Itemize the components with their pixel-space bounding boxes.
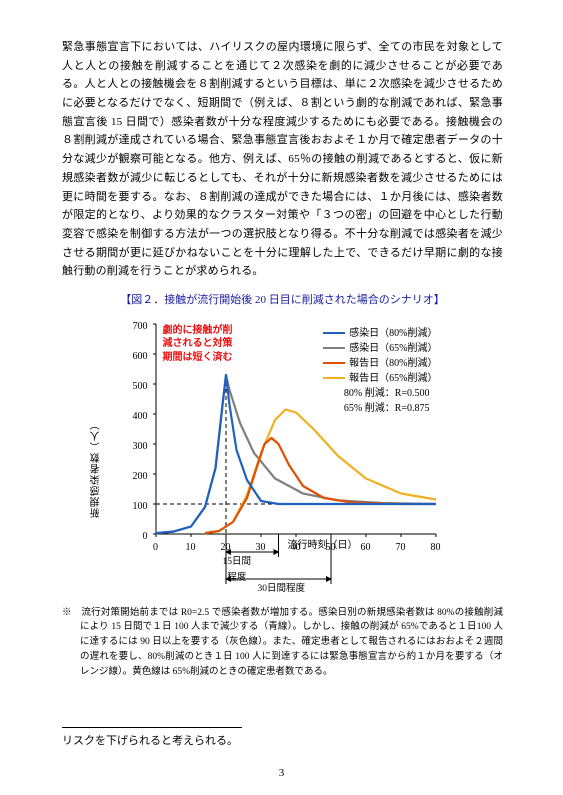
legend-item: 感染日（65%削減） xyxy=(323,341,437,356)
annotation-15days: 15日間程度 xyxy=(223,554,252,586)
x-tick: 30 xyxy=(251,539,271,556)
legend: 感染日（80%削減）感染日（65%削減）報告日（80%削減）報告日（65%削減） xyxy=(323,326,437,386)
legend-item: 感染日（80%削減） xyxy=(323,326,437,341)
x-tick: 0 xyxy=(146,539,166,556)
y-tick: 300 xyxy=(118,438,148,455)
chart-area: 新規感染者数（人） 0100200300400500600700 0102030… xyxy=(118,314,448,562)
x-tick: 60 xyxy=(356,539,376,556)
y-tick: 600 xyxy=(118,348,148,365)
y-tick: 0 xyxy=(118,528,148,545)
annotation-30days: 30日間程度 xyxy=(258,581,306,597)
footer-continuation: リスクを下げられると考えられる。 xyxy=(62,727,242,751)
y-tick: 400 xyxy=(118,408,148,425)
y-tick: 500 xyxy=(118,378,148,395)
body-paragraph: 緊急事態宣言下においては、ハイリスクの屋内環境に限らず、全ての市民を対象として人… xyxy=(62,38,503,281)
x-tick: 10 xyxy=(181,539,201,556)
annotation-redbox: 劇的に接触が削減されると対策期間は短く済む xyxy=(163,324,233,365)
y-tick: 700 xyxy=(118,318,148,335)
x-tick: 80 xyxy=(426,539,446,556)
page-number: 3 xyxy=(0,764,563,783)
figure-title: 【図２．接触が流行開始後 20 日目に削減された場合のシナリオ】 xyxy=(62,291,503,310)
x-tick: 70 xyxy=(391,539,411,556)
r-note-80: 80% 削減：R=0.500 xyxy=(344,386,430,401)
x-axis-label: 流行時刻（日） xyxy=(288,537,358,554)
legend-item: 報告日（65%削減） xyxy=(323,371,437,386)
r-note-65: 65% 削減：R=0.875 xyxy=(344,401,430,416)
y-axis-label: 新規感染者数（人） xyxy=(88,419,105,518)
chart-container: 新規感染者数（人） 0100200300400500600700 0102030… xyxy=(118,314,448,562)
r-values-note: 80% 削減：R=0.500 65% 削減：R=0.875 xyxy=(344,386,430,416)
y-tick: 200 xyxy=(118,468,148,485)
y-tick: 100 xyxy=(118,498,148,515)
legend-item: 報告日（80%削減） xyxy=(323,356,437,371)
